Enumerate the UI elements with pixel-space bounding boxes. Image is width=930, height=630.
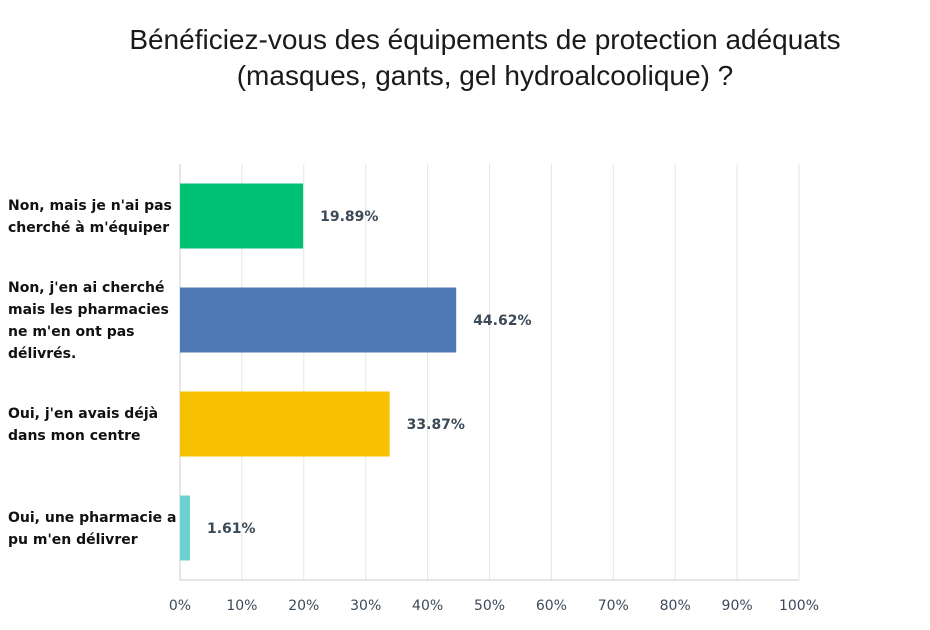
x-tick-label: 30% [350, 598, 381, 614]
category-label-line: dans mon centre [8, 428, 141, 444]
category-label-line: Oui, j'en avais déjà [8, 406, 158, 422]
data-label: 33.87% [407, 417, 465, 433]
category-label-line: Non, j'en ai cherché [8, 280, 164, 296]
data-label: 44.62% [473, 313, 531, 329]
data-label: 1.61% [207, 521, 256, 537]
category-label: Non, mais je n'ai pas cherché à m'équiper [8, 198, 172, 236]
x-tick-label: 100% [779, 598, 819, 614]
x-tick-label: 50% [474, 598, 505, 614]
x-tick-label: 20% [288, 598, 319, 614]
x-tick-label: 40% [412, 598, 443, 614]
chart-title-line-2: (masques, gants, gel hydroalcoolique) ? [236, 60, 734, 91]
x-tick-label: 10% [226, 598, 257, 614]
category-label-line: délivrés. [8, 346, 76, 362]
bar[interactable] [180, 183, 304, 249]
category-label-line: Oui, une pharmacie a [8, 510, 176, 526]
bar[interactable] [180, 495, 190, 561]
category-label: Oui, une pharmacie a pu m'en délivrer [8, 510, 176, 548]
x-tick-label: 0% [169, 598, 191, 614]
x-tick-label: 90% [722, 598, 753, 614]
category-label-line: ne m'en ont pas [8, 324, 135, 340]
bar[interactable] [180, 287, 457, 353]
category-label: Oui, j'en avais déjà dans mon centre [8, 406, 158, 444]
category-label: Non, j'en ai cherché mais les pharmacies n… [8, 280, 169, 362]
bar[interactable] [180, 391, 390, 457]
data-label: 19.89% [320, 209, 378, 225]
x-tick-label: 80% [660, 598, 691, 614]
chart-title: Bénéficiez-vous des équipements de prote… [0, 22, 930, 94]
x-tick-label: 60% [536, 598, 567, 614]
category-label-line: cherché à m'équiper [8, 220, 169, 236]
chart-title-line-1: Bénéficiez-vous des équipements de prote… [129, 24, 841, 55]
category-label-line: mais les pharmacies [8, 302, 169, 318]
x-tick-label: 70% [598, 598, 629, 614]
category-label-line: Non, mais je n'ai pas [8, 198, 172, 214]
category-label-line: pu m'en délivrer [8, 532, 138, 548]
